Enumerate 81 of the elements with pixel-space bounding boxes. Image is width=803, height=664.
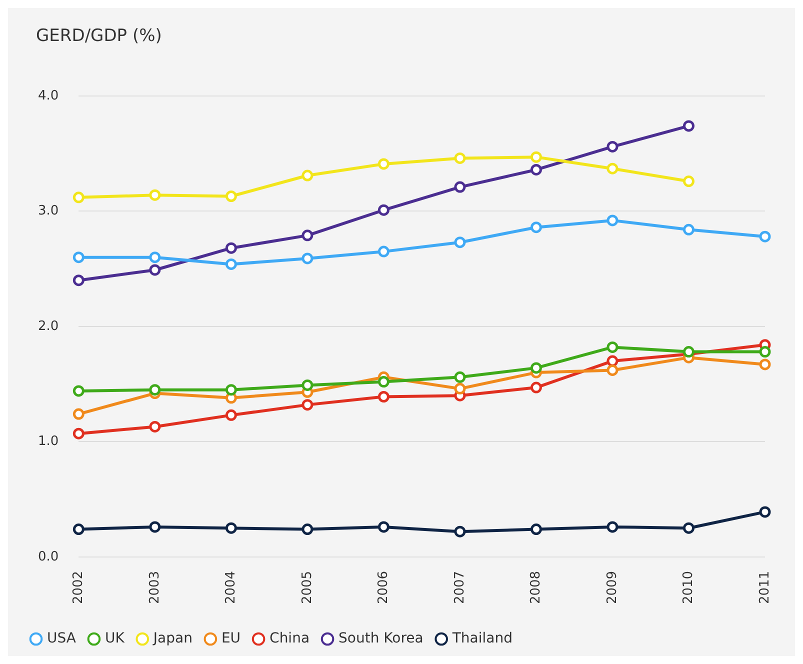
point xyxy=(606,162,618,174)
point xyxy=(606,140,618,152)
point xyxy=(606,521,618,533)
point xyxy=(530,222,542,234)
point xyxy=(606,341,618,353)
point xyxy=(225,190,237,202)
x-tick-label: 2011 xyxy=(757,570,772,604)
point xyxy=(72,252,84,264)
point xyxy=(454,382,466,394)
y-axis-title: GERD/GDP (%) xyxy=(35,25,163,48)
x-tick-label: 2006 xyxy=(376,570,392,604)
point xyxy=(378,158,390,170)
point xyxy=(682,522,694,534)
point xyxy=(378,376,390,388)
point xyxy=(225,409,237,421)
point xyxy=(72,385,84,397)
x-tick-label: 2008 xyxy=(528,570,544,604)
point xyxy=(530,362,542,374)
point xyxy=(759,346,771,358)
point xyxy=(530,151,542,163)
point xyxy=(225,242,237,254)
point xyxy=(149,189,161,201)
point xyxy=(454,181,466,193)
point xyxy=(606,214,618,226)
y-tick-label: 4.0 xyxy=(38,88,59,104)
point xyxy=(149,252,161,264)
point xyxy=(72,192,84,204)
x-tick-label: 2004 xyxy=(224,570,239,604)
point xyxy=(302,524,314,536)
point xyxy=(72,274,84,286)
point xyxy=(682,120,694,132)
point xyxy=(302,399,314,411)
legend-label: South Korea xyxy=(338,630,424,647)
point xyxy=(302,252,314,264)
x-tick-label: 2002 xyxy=(71,570,86,604)
x-tick-label: 2005 xyxy=(300,570,315,604)
y-tick-label: 1.0 xyxy=(38,434,59,450)
point xyxy=(378,246,390,258)
legend-label: UK xyxy=(104,630,126,647)
y-tick-label: 3.0 xyxy=(38,204,59,219)
legend-label: USA xyxy=(47,630,76,647)
y-tick-label: 2.0 xyxy=(38,318,59,334)
x-tick-label: 2009 xyxy=(604,570,620,604)
point xyxy=(682,176,694,188)
point xyxy=(530,164,542,176)
point xyxy=(378,391,390,402)
point xyxy=(72,408,84,420)
point xyxy=(225,522,237,534)
point xyxy=(378,204,390,216)
point xyxy=(454,152,466,164)
point xyxy=(759,506,771,518)
point xyxy=(225,258,237,270)
point xyxy=(759,230,771,242)
y-tick-label: 0.0 xyxy=(38,549,59,564)
point xyxy=(225,384,237,396)
point xyxy=(606,355,618,367)
point xyxy=(454,526,466,538)
point xyxy=(72,524,84,536)
legend-label: Japan xyxy=(152,630,192,647)
point xyxy=(149,264,161,276)
point xyxy=(530,382,542,394)
point xyxy=(149,384,161,396)
legend-label: China xyxy=(270,630,310,647)
point xyxy=(72,428,84,440)
point xyxy=(302,230,314,242)
point xyxy=(378,521,390,533)
point xyxy=(606,364,618,376)
x-tick-label: 2007 xyxy=(452,570,468,604)
point xyxy=(149,521,161,533)
legend-label: EU xyxy=(221,630,241,647)
point xyxy=(302,379,314,391)
legend-label: Thailand xyxy=(451,630,512,647)
point xyxy=(530,524,542,536)
point xyxy=(682,224,694,236)
x-tick-label: 2010 xyxy=(681,570,696,604)
point xyxy=(454,236,466,248)
x-tick-label: 2003 xyxy=(147,570,162,604)
point xyxy=(302,170,314,182)
point xyxy=(149,420,161,432)
point xyxy=(759,358,771,370)
point xyxy=(454,371,466,383)
